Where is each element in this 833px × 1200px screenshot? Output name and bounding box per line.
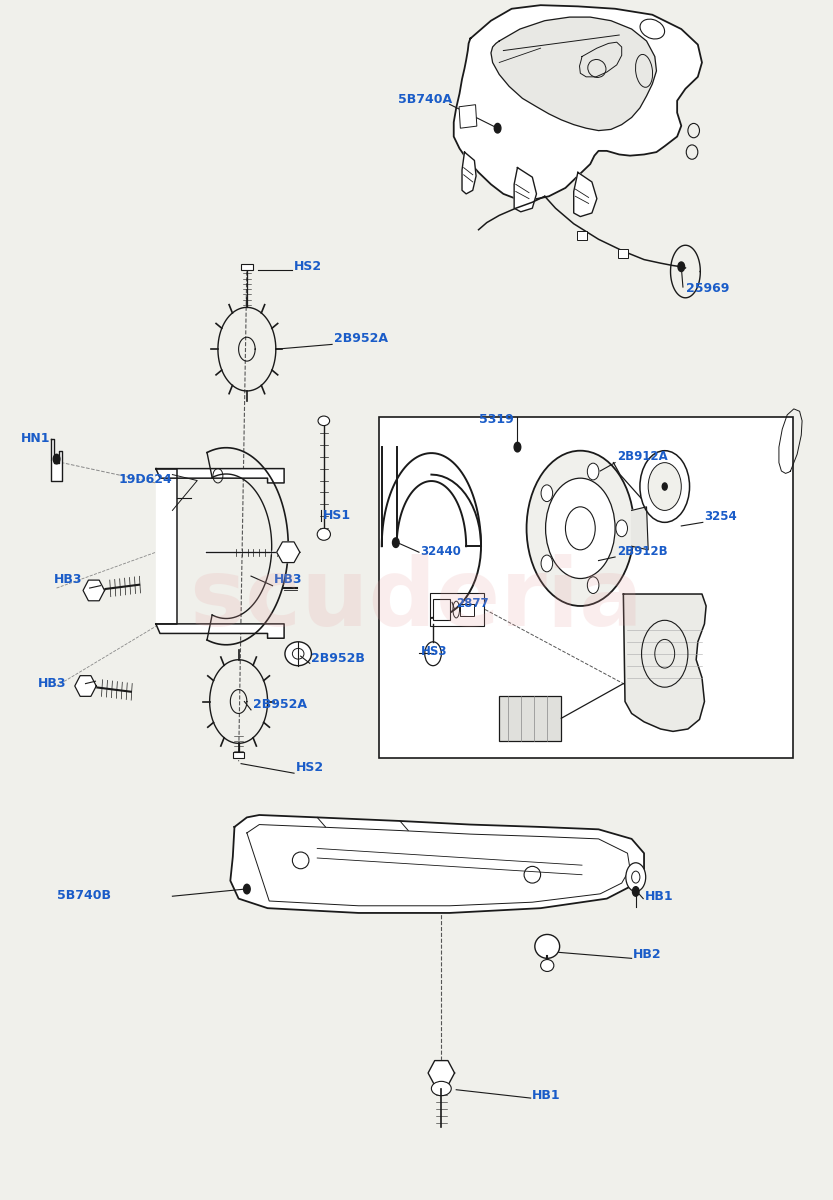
Polygon shape bbox=[454, 5, 702, 200]
Text: HN1: HN1 bbox=[21, 432, 51, 445]
Circle shape bbox=[514, 443, 521, 452]
Bar bbox=[459, 104, 476, 128]
Text: HB3: HB3 bbox=[274, 574, 302, 587]
Text: HB3: HB3 bbox=[37, 677, 66, 690]
Bar bbox=[433, 599, 450, 620]
Text: 19D624: 19D624 bbox=[118, 473, 172, 486]
Text: 5319: 5319 bbox=[478, 413, 513, 426]
Text: HS1: HS1 bbox=[323, 509, 352, 522]
Text: HB2: HB2 bbox=[633, 948, 662, 961]
Circle shape bbox=[286, 548, 291, 556]
Circle shape bbox=[587, 577, 599, 594]
Text: HB3: HB3 bbox=[54, 574, 82, 587]
Polygon shape bbox=[574, 173, 597, 216]
Polygon shape bbox=[631, 506, 648, 550]
Text: 25969: 25969 bbox=[686, 282, 730, 295]
Text: 2B952A: 2B952A bbox=[252, 697, 307, 710]
Circle shape bbox=[425, 642, 441, 666]
Text: 2B912B: 2B912B bbox=[616, 545, 667, 558]
Bar bbox=[241, 264, 252, 270]
Text: HS2: HS2 bbox=[296, 761, 324, 774]
Circle shape bbox=[541, 556, 552, 571]
Text: 32440: 32440 bbox=[421, 545, 461, 558]
Ellipse shape bbox=[541, 960, 554, 972]
Circle shape bbox=[53, 455, 60, 464]
Bar bbox=[618, 248, 628, 258]
Polygon shape bbox=[623, 594, 706, 731]
Circle shape bbox=[616, 520, 627, 536]
Polygon shape bbox=[51, 439, 62, 480]
Text: HS3: HS3 bbox=[421, 644, 447, 658]
Circle shape bbox=[662, 482, 667, 490]
Circle shape bbox=[678, 262, 685, 271]
Circle shape bbox=[648, 463, 681, 510]
Ellipse shape bbox=[431, 1081, 451, 1096]
Polygon shape bbox=[156, 624, 284, 638]
Bar bbox=[232, 751, 244, 757]
Circle shape bbox=[640, 451, 690, 522]
Polygon shape bbox=[156, 469, 177, 624]
Polygon shape bbox=[277, 542, 300, 563]
Text: 3254: 3254 bbox=[705, 510, 737, 523]
Text: 5B740A: 5B740A bbox=[398, 94, 452, 106]
Polygon shape bbox=[231, 815, 644, 913]
Polygon shape bbox=[156, 469, 284, 482]
Text: 2B952B: 2B952B bbox=[312, 652, 366, 665]
Text: 5B740B: 5B740B bbox=[57, 889, 111, 901]
Ellipse shape bbox=[285, 642, 312, 666]
Text: scuderia: scuderia bbox=[190, 554, 643, 646]
Bar bbox=[430, 593, 483, 626]
Bar bbox=[499, 696, 561, 740]
Circle shape bbox=[392, 538, 399, 547]
Bar bbox=[379, 418, 793, 757]
Text: HS2: HS2 bbox=[294, 260, 322, 274]
Text: HB1: HB1 bbox=[645, 890, 674, 902]
Circle shape bbox=[546, 478, 615, 578]
Polygon shape bbox=[491, 17, 656, 131]
Circle shape bbox=[541, 485, 552, 502]
Bar bbox=[577, 230, 587, 240]
Polygon shape bbox=[75, 676, 97, 696]
Circle shape bbox=[632, 887, 639, 896]
Ellipse shape bbox=[317, 528, 331, 540]
Bar bbox=[460, 604, 475, 616]
Polygon shape bbox=[428, 1061, 455, 1086]
Text: 2B952A: 2B952A bbox=[334, 332, 387, 346]
Circle shape bbox=[626, 863, 646, 892]
Polygon shape bbox=[83, 580, 105, 601]
Ellipse shape bbox=[318, 416, 330, 426]
Text: 2B912A: 2B912A bbox=[616, 450, 667, 463]
Polygon shape bbox=[514, 168, 536, 212]
Circle shape bbox=[494, 124, 501, 133]
Circle shape bbox=[243, 884, 250, 894]
Circle shape bbox=[587, 463, 599, 480]
Text: HB1: HB1 bbox=[532, 1090, 561, 1103]
Circle shape bbox=[526, 451, 634, 606]
Text: 2877: 2877 bbox=[456, 598, 489, 610]
Ellipse shape bbox=[535, 935, 560, 959]
Polygon shape bbox=[462, 152, 476, 194]
